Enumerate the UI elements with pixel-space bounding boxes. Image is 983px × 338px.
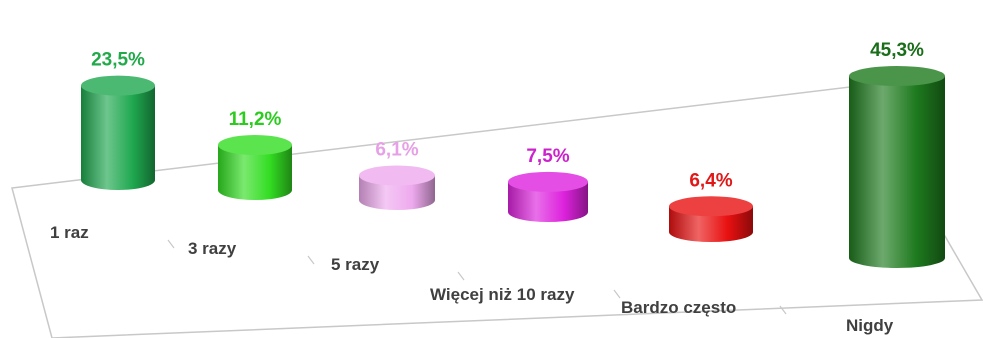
bar-top-2 [218, 135, 292, 156]
category-label-2: 3 razy [188, 239, 237, 258]
value-label-1: 23,5% [91, 50, 145, 71]
chart-floor [11, 85, 983, 338]
floor-divider-5 [779, 305, 787, 315]
floor-divider-3 [457, 271, 465, 281]
bar-3 [359, 165, 435, 210]
floor-divider-1 [167, 239, 175, 249]
bar-top-6 [849, 66, 945, 86]
bar-body-5 [669, 206, 753, 242]
value-label-3: 6,1% [375, 139, 418, 160]
bar-top-1 [81, 75, 155, 96]
category-label-3: 5 razy [331, 255, 380, 274]
value-label-6: 45,3% [870, 40, 924, 61]
bar-body-4 [508, 181, 588, 222]
value-label-5: 6,4% [689, 170, 732, 191]
value-labels-group: 23,5% 11,2% 6,1% 7,5% 6,4% 45,3% [91, 40, 924, 191]
category-label-1: 1 raz [50, 223, 89, 242]
floor-divider-2 [307, 255, 315, 265]
category-labels-group: 1 raz 3 razy 5 razy Więcej niż 10 razy Bardz… [50, 223, 894, 335]
category-label-5: Bardzo często [621, 298, 736, 317]
value-label-4: 7,5% [526, 146, 569, 167]
bars-group [81, 66, 945, 268]
floor-divider-4 [613, 289, 621, 299]
bar-top-5 [669, 196, 753, 217]
category-label-6: Nigdy [846, 316, 894, 335]
bar-1 [81, 75, 155, 190]
bar-5 [669, 196, 753, 242]
bar-4 [508, 171, 588, 222]
bar-body-6 [849, 76, 945, 268]
bar-body-1 [81, 85, 155, 190]
bar-body-2 [218, 145, 292, 200]
value-label-2: 11,2% [229, 109, 282, 130]
category-label-4: Więcej niż 10 razy [430, 285, 575, 304]
bar-top-3 [359, 165, 435, 186]
bar-top-4 [508, 171, 588, 192]
floor-dividers [167, 239, 787, 315]
bar-6 [849, 66, 945, 268]
bar-2 [218, 135, 292, 200]
